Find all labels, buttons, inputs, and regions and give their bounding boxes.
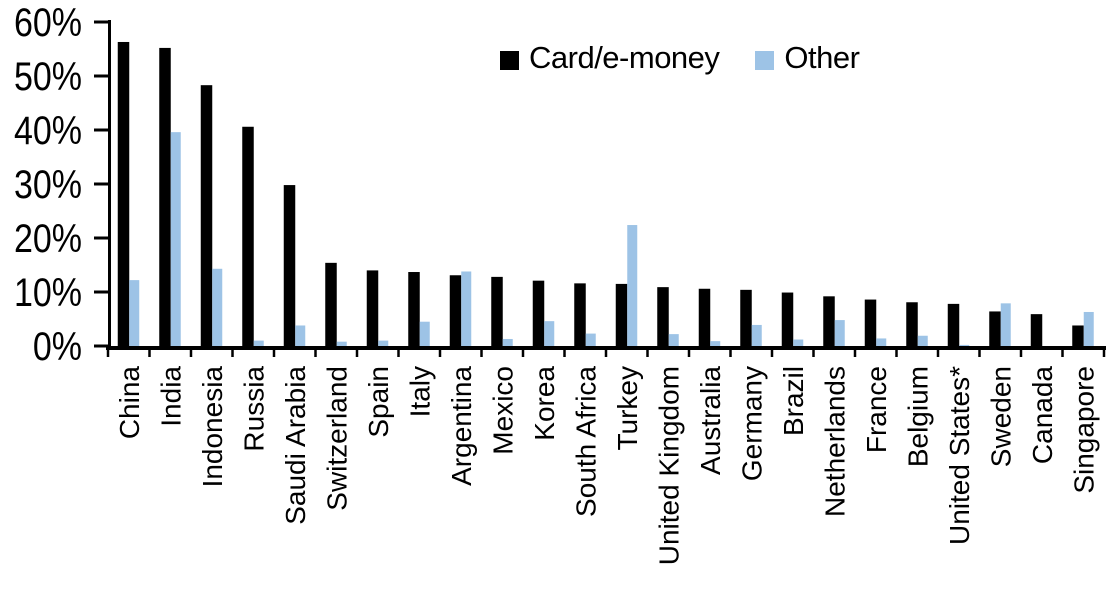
bar-other-argentina <box>461 271 472 349</box>
bar-card-e-money-china <box>117 41 130 349</box>
bar-card-e-money-saudi-arabia <box>283 185 296 349</box>
y-tick-label: 60% <box>14 0 82 45</box>
x-category-label-south-africa: South Africa <box>570 366 601 517</box>
bar-card-e-money-mexico <box>491 276 503 349</box>
chart-legend: Card/e-money Other <box>500 40 860 76</box>
legend-swatch-other-icon <box>755 50 775 70</box>
x-category-label-russia: Russia <box>238 366 269 452</box>
y-tick-label: 40% <box>14 107 82 152</box>
x-category-label-turkey: Turkey <box>612 366 643 451</box>
bar-card-e-money-turkey <box>615 283 628 349</box>
bar-card-e-money-india <box>159 47 171 350</box>
bar-other-russia <box>253 340 264 349</box>
bar-card-e-money-russia <box>242 126 254 349</box>
bar-other-france <box>876 338 887 349</box>
x-category-label-canada: Canada <box>1027 366 1058 465</box>
bar-card-e-money-singapore <box>1072 325 1084 349</box>
x-category-label-argentina: Argentina <box>446 366 477 486</box>
bar-other-south-africa <box>585 333 596 349</box>
x-category-label-sweden: Sweden <box>985 366 1016 467</box>
x-category-label-singapore: Singapore <box>1068 366 1099 494</box>
bar-other-mexico <box>502 338 513 349</box>
bar-card-e-money-indonesia <box>200 85 213 350</box>
bar-card-e-money-united-states <box>947 303 960 349</box>
x-category-label-spain: Spain <box>363 366 394 438</box>
bar-card-e-money-argentina <box>449 275 462 349</box>
bar-other-brazil <box>793 339 804 349</box>
bar-card-e-money-italy <box>408 272 420 349</box>
x-category-label-brazil: Brazil <box>778 366 809 436</box>
y-tick-label: 10% <box>14 269 82 314</box>
bar-other-germany <box>751 324 762 349</box>
legend-swatch-card-icon <box>500 50 519 70</box>
bar-card-e-money-switzerland <box>325 262 337 349</box>
x-category-label-australia: Australia <box>695 366 726 475</box>
bar-other-united-kingdom <box>668 334 679 349</box>
x-category-label-mexico: Mexico <box>487 366 518 455</box>
x-category-label-korea: Korea <box>529 366 560 441</box>
x-category-label-india: India <box>155 366 186 427</box>
x-category-label-united-kingdom: United Kingdom <box>653 366 684 565</box>
bar-card-e-money-south-africa <box>574 283 586 349</box>
bar-other-belgium <box>917 335 928 349</box>
bar-other-china <box>129 280 140 349</box>
bar-card-e-money-united-kingdom <box>657 287 669 349</box>
bar-card-e-money-australia <box>698 288 711 349</box>
x-category-label-germany: Germany <box>736 366 767 481</box>
y-tick-label: 20% <box>14 215 82 260</box>
y-tick-label: 0% <box>33 323 82 368</box>
bar-other-switzerland <box>336 341 347 349</box>
x-category-label-france: France <box>861 366 892 453</box>
legend-label-other: Other <box>784 40 860 75</box>
legend-item-card-e-money: Card/e-money <box>500 40 720 76</box>
bar-card-e-money-sweden <box>989 311 1001 349</box>
bar-card-e-money-spain <box>366 270 379 349</box>
bar-other-india <box>170 132 181 349</box>
bar-card-e-money-canada <box>1030 314 1043 349</box>
x-category-label-italy: Italy <box>404 366 435 417</box>
bar-other-sweden <box>1000 303 1011 349</box>
bar-other-indonesia <box>212 268 223 349</box>
legend-label-card: Card/e-money <box>529 40 720 75</box>
x-category-label-united-states: United States* <box>944 366 975 545</box>
x-category-label-switzerland: Switzerland <box>321 366 352 511</box>
bar-other-netherlands <box>834 320 845 349</box>
bar-other-spain <box>378 340 389 349</box>
bar-other-saudi-arabia <box>295 325 306 349</box>
y-tick-label: 30% <box>14 161 82 206</box>
x-category-label-belgium: Belgium <box>902 366 933 467</box>
x-category-label-netherlands: Netherlands <box>819 366 850 517</box>
bar-card-e-money-germany <box>740 289 752 349</box>
bar-other-turkey <box>627 225 638 349</box>
bar-other-singapore <box>1083 311 1094 349</box>
bar-card-e-money-france <box>864 299 877 349</box>
x-category-label-saudi-arabia: Saudi Arabia <box>280 366 311 525</box>
bar-other-australia <box>710 341 721 349</box>
bar-card-e-money-netherlands <box>823 296 835 349</box>
y-tick-label: 50% <box>14 53 82 98</box>
x-category-label-china: China <box>114 366 145 440</box>
x-category-label-indonesia: Indonesia <box>197 366 228 488</box>
legend-item-other: Other <box>755 40 860 76</box>
bar-card-e-money-brazil <box>781 292 794 349</box>
bar-other-korea <box>544 321 555 349</box>
bar-card-e-money-korea <box>532 280 545 349</box>
bar-card-e-money-belgium <box>906 302 918 349</box>
bar-other-italy <box>419 321 430 349</box>
